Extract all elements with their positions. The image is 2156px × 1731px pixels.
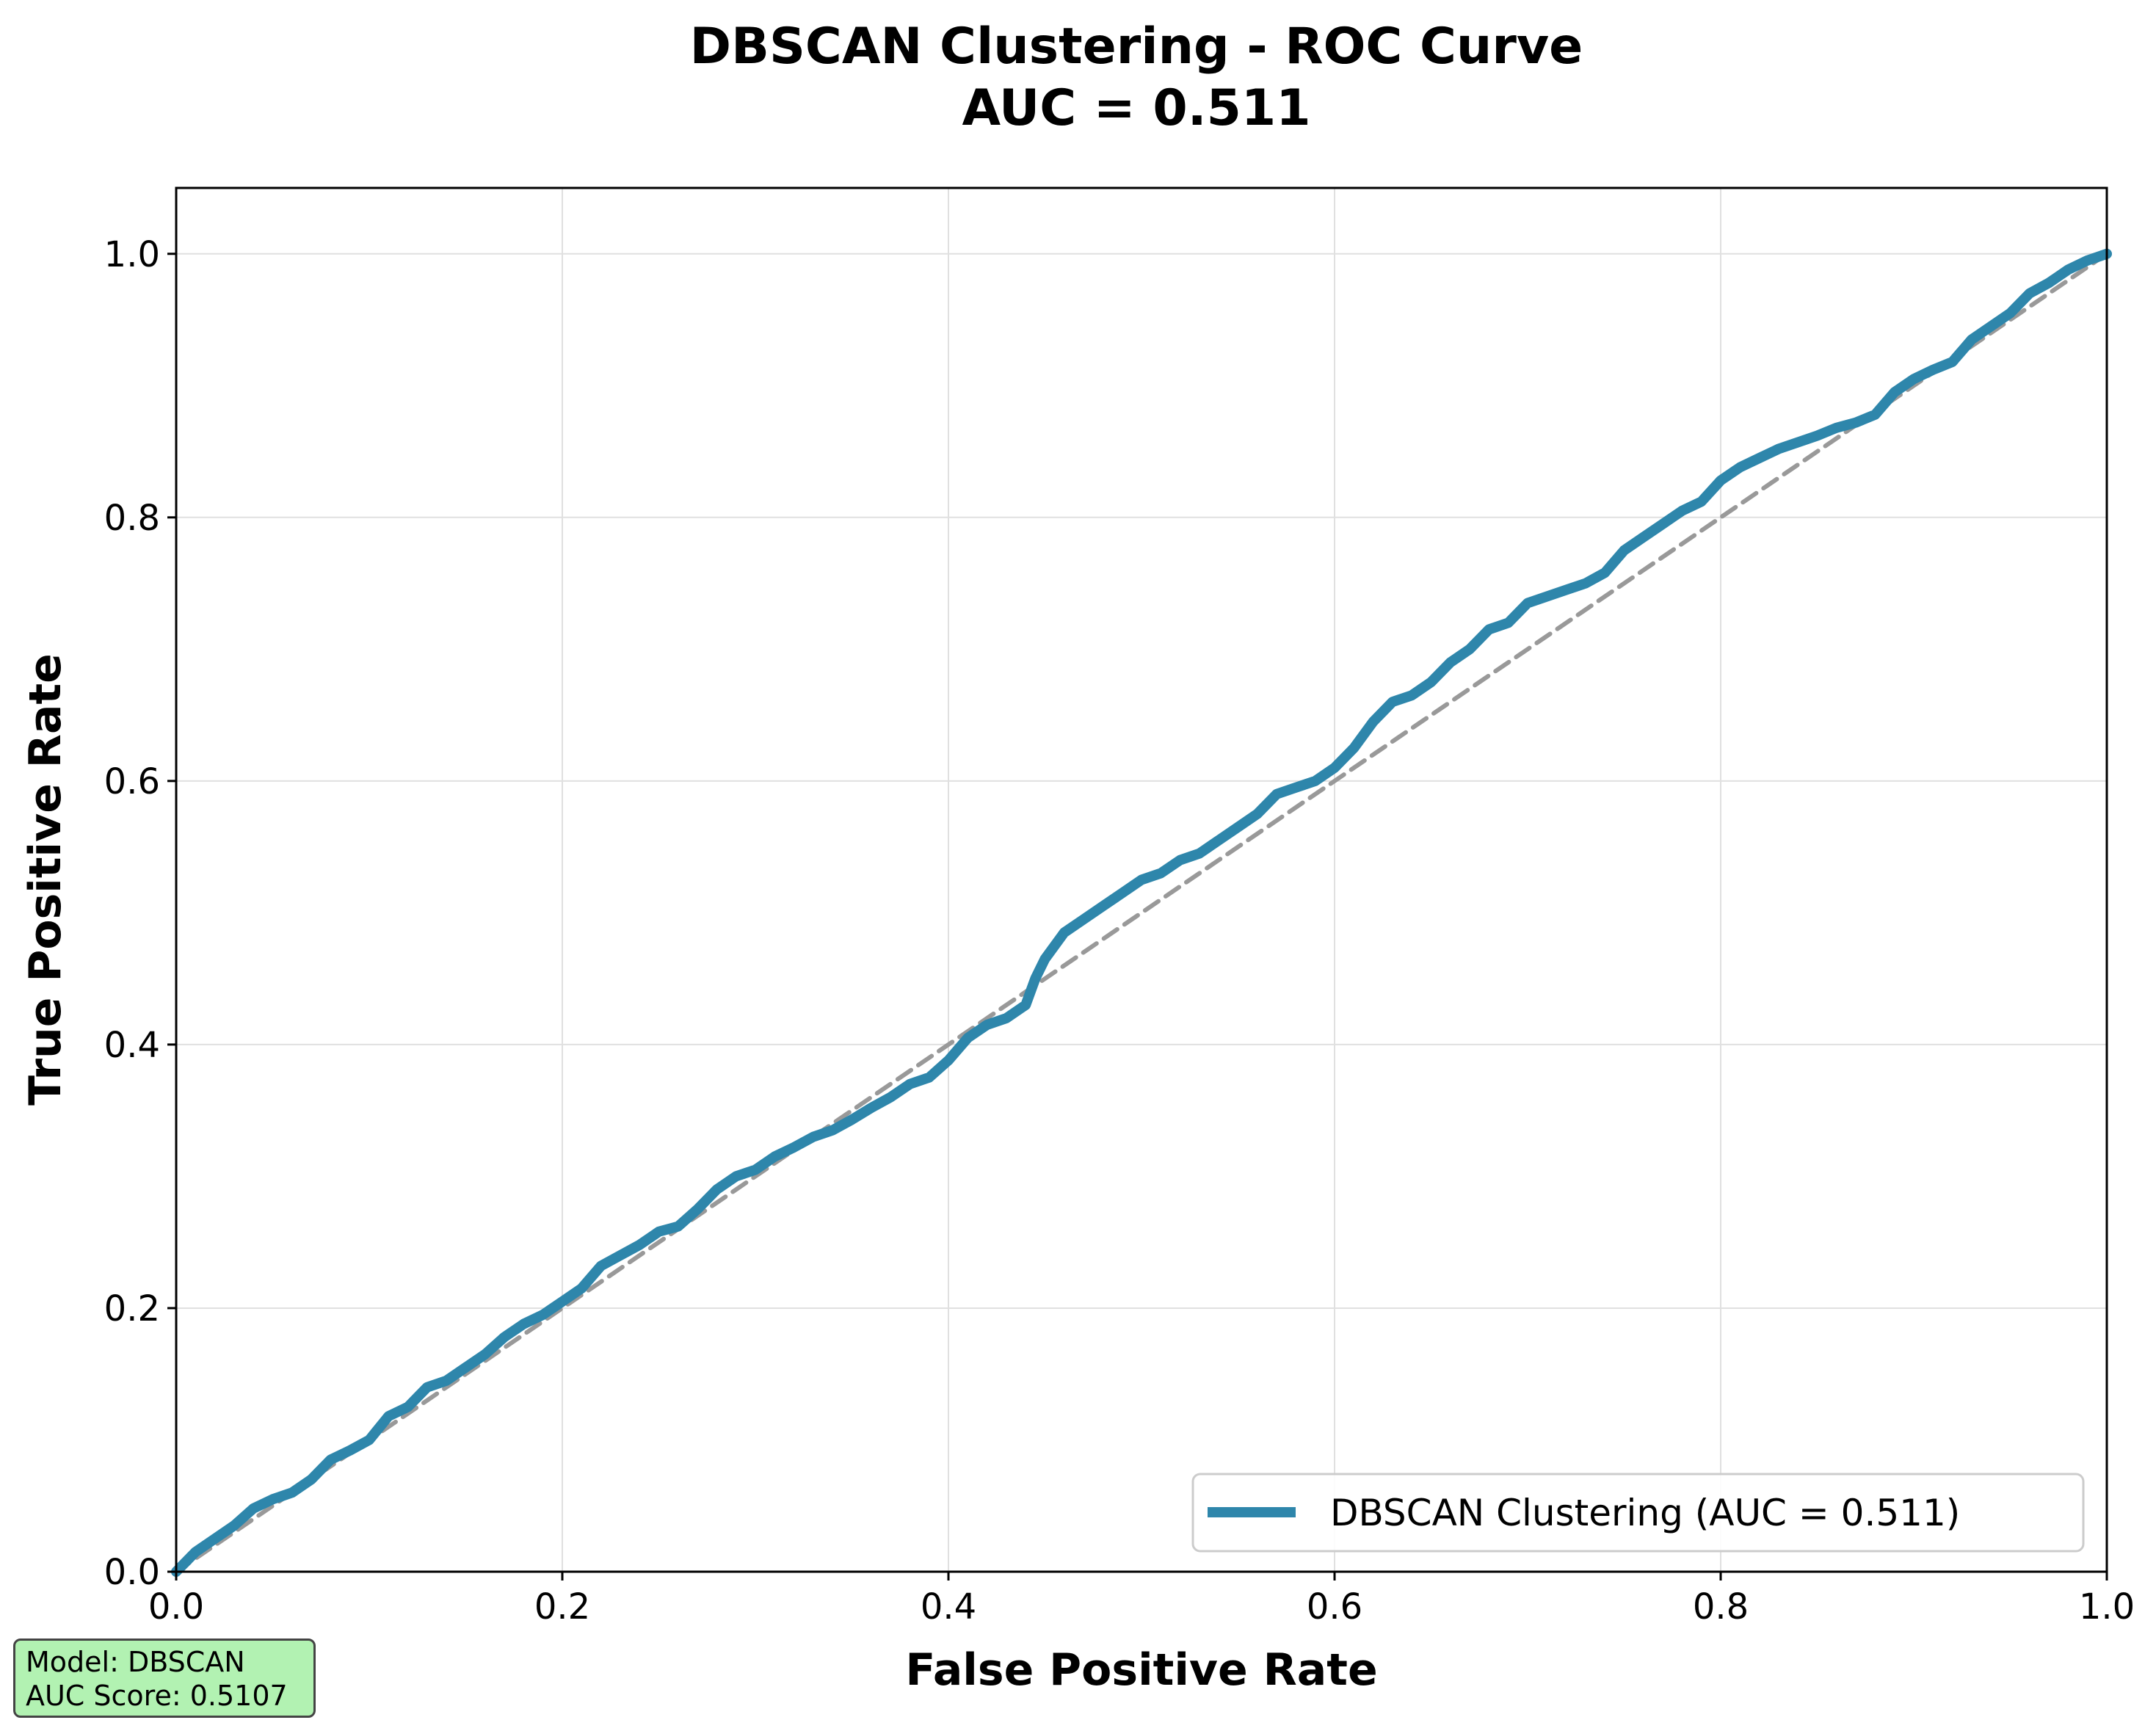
chart-title-line1: DBSCAN Clustering - ROC Curve <box>690 18 1583 76</box>
random-baseline-line <box>174 251 2109 1574</box>
model-info-box: Model: DBSCAN AUC Score: 0.5107 <box>13 1639 316 1718</box>
y-axis-ticks: 0.0 0.2 0.4 0.6 0.8 1.0 <box>104 234 176 1593</box>
x-tick-label: 0.4 <box>921 1586 976 1627</box>
x-tick-label: 0.0 <box>148 1586 204 1627</box>
y-tick-label: 0.4 <box>104 1025 160 1066</box>
x-tick-label: 0.8 <box>1693 1586 1749 1627</box>
plot-frame <box>175 186 2108 1573</box>
legend-entry-dbscan: DBSCAN Clustering (AUC = 0.511) <box>1330 1492 1960 1534</box>
y-tick-label: 0.2 <box>104 1288 160 1329</box>
y-tick-label: 0.8 <box>104 498 160 539</box>
x-tick-label: 1.0 <box>2079 1586 2135 1627</box>
x-tick-label: 0.6 <box>1307 1586 1362 1627</box>
legend-frame <box>1191 1473 2085 1553</box>
roc-curve-line <box>171 248 2112 1577</box>
x-axis-label: False Positive Rate <box>905 1644 1377 1696</box>
y-tick-label: 0.0 <box>104 1552 160 1593</box>
y-axis-label: True Positive Rate <box>20 653 71 1106</box>
info-auc-line: AUC Score: 0.5107 <box>26 1680 288 1712</box>
plot-series <box>171 248 2112 1577</box>
y-tick-label: 1.0 <box>104 234 160 275</box>
info-model-line: Model: DBSCAN <box>26 1646 245 1678</box>
chart-title-line2: AUC = 0.511 <box>962 79 1310 137</box>
x-tick-label: 0.2 <box>534 1586 590 1627</box>
x-axis-ticks: 0.0 0.2 0.4 0.6 0.8 1.0 <box>148 1572 2135 1627</box>
y-tick-label: 0.6 <box>104 761 160 802</box>
legend: DBSCAN Clustering (AUC = 0.511) <box>1191 1473 2085 1553</box>
